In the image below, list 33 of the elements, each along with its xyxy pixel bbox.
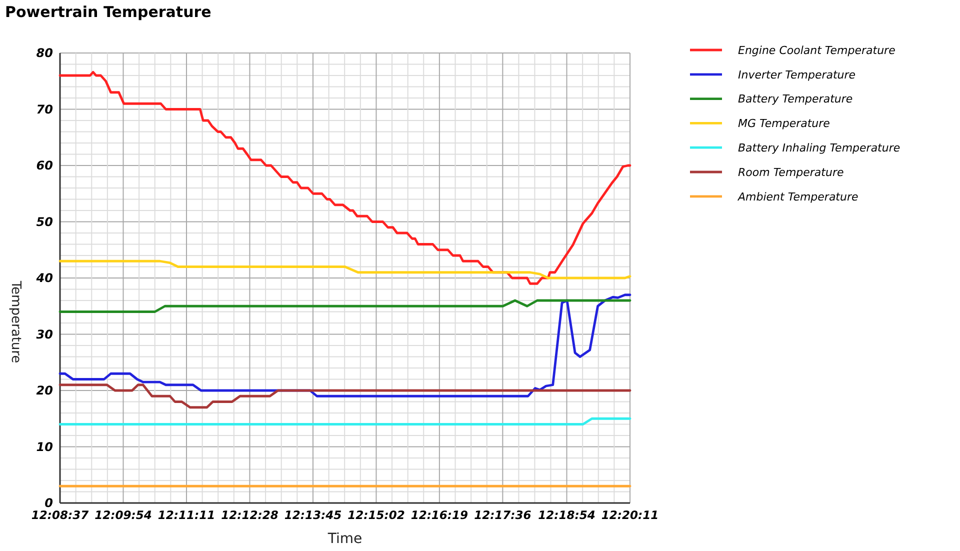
line-series [58, 294, 632, 398]
x-tick-label: 12:16:19 [410, 508, 468, 522]
y-tick-label: 40 [35, 271, 53, 286]
x-tick-label: 12:09:54 [94, 508, 152, 522]
y-tick-label: 50 [36, 214, 53, 229]
x-tick-label: 12:20:11 [601, 508, 659, 522]
legend-label: Inverter Temperature [738, 68, 856, 82]
line-series [58, 70, 632, 285]
y-tick-label: 60 [36, 158, 53, 173]
y-tick-label: 30 [36, 327, 53, 342]
x-tick-label: 12:18:54 [538, 508, 596, 522]
x-axis-title: Time [326, 531, 362, 547]
x-tick-label: 12:17:36 [474, 508, 532, 522]
legend-label: Ambient Temperature [737, 190, 858, 204]
legend-label: Engine Coolant Temperature [738, 44, 896, 57]
line-series [58, 384, 632, 409]
y-tick-label: 20 [36, 384, 53, 398]
x-tick-label: 12:08:37 [31, 508, 89, 522]
x-tick-label: 12:15:02 [348, 508, 405, 522]
y-tick-label: 80 [36, 46, 53, 60]
y-tick-label: 10 [36, 440, 53, 454]
x-tick-label: 12:13:45 [284, 508, 342, 522]
y-tick-label: 70 [36, 102, 53, 116]
legend-label: Battery Temperature [738, 92, 853, 106]
legend-label: Room Temperature [738, 166, 844, 179]
legend-label: MG Temperature [738, 117, 830, 130]
legend-label: Battery Inhaling Temperature [738, 141, 900, 154]
y-tick-label: 0 [44, 496, 53, 510]
x-tick-label: 12:11:11 [158, 508, 216, 522]
y-axis-title: Temperature [8, 280, 23, 364]
line-series [58, 260, 632, 280]
x-tick-label: 12:12:28 [221, 508, 278, 522]
chart-title: Powertrain Temperature [5, 3, 212, 21]
